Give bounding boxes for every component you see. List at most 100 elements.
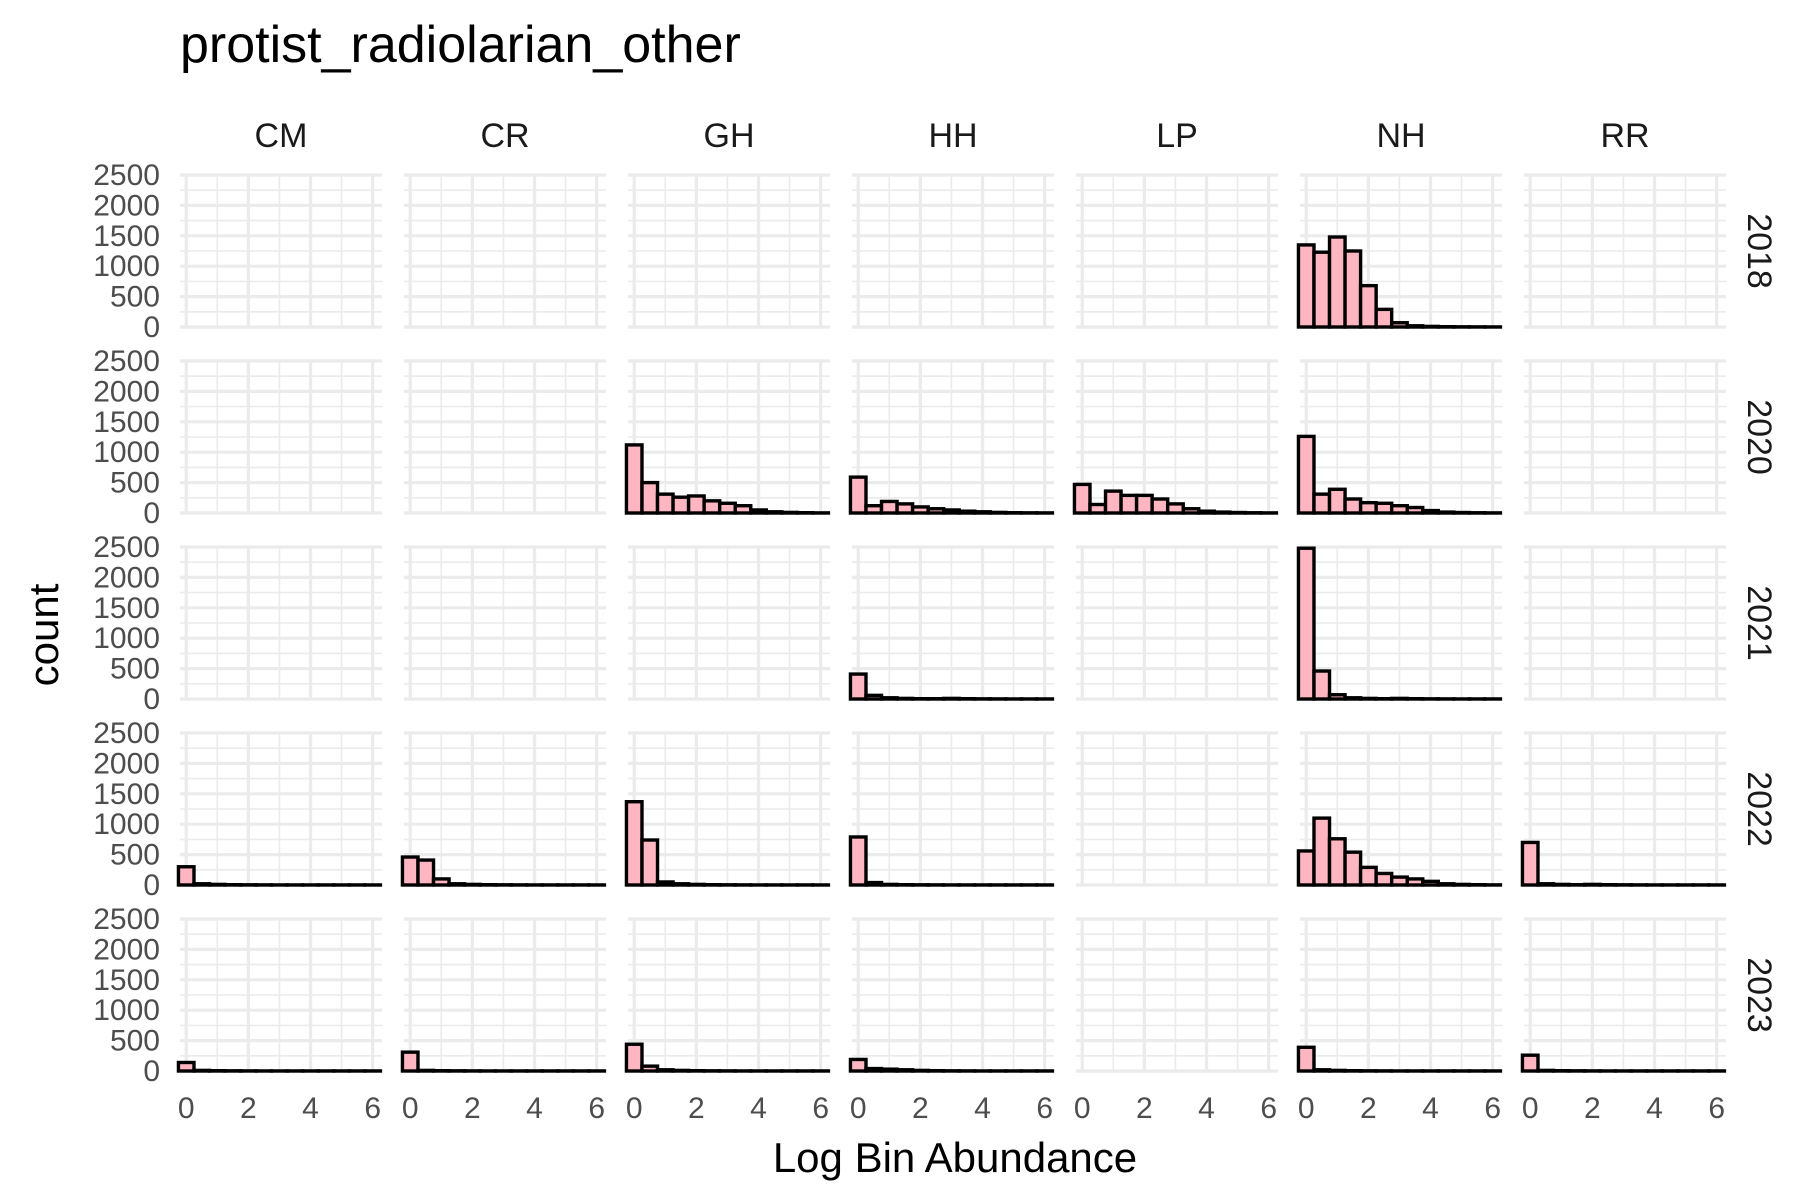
histogram-bar [176, 865, 196, 887]
histogram-bar [462, 882, 482, 887]
y-tick-label: 0 [143, 311, 160, 344]
panel-cr-2021 [404, 545, 606, 701]
histogram-bar [1389, 504, 1409, 515]
y-tick-label: 2500 [93, 345, 160, 378]
strip-label-2020: 2020 [1740, 399, 1778, 475]
histogram-bar [1374, 307, 1394, 329]
y-tick-label: 1500 [93, 406, 160, 439]
panel-lp-2023 [1076, 917, 1278, 1073]
y-tick-label: 1000 [93, 994, 160, 1027]
x-tick-label: 4 [526, 1092, 543, 1125]
histogram-bar [1358, 696, 1378, 701]
histogram-bar [879, 1067, 899, 1073]
histogram-bar [1343, 696, 1363, 701]
histogram-bar [702, 499, 722, 515]
y-tick-label: 2000 [93, 375, 160, 408]
histogram-bar [1582, 882, 1602, 887]
x-tick-label: 4 [1422, 1092, 1439, 1125]
histogram-bar [895, 696, 915, 701]
histogram-bar [655, 1068, 675, 1073]
panel-lp-2018 [1076, 173, 1278, 329]
panel-gh-2023 [624, 917, 831, 1073]
panel-gh-2021 [628, 545, 830, 701]
strip-label-cr: CR [480, 117, 529, 155]
y-tick-label: 1000 [93, 436, 160, 469]
x-tick-label: 6 [588, 1092, 605, 1125]
histogram-bar [416, 1068, 436, 1073]
y-tick-label: 2500 [93, 531, 160, 564]
strip-label-hh: HH [928, 117, 977, 155]
histogram-bar [1436, 882, 1456, 887]
y-tick-label: 500 [110, 467, 160, 500]
panel-hh-2018 [852, 173, 1054, 329]
histogram-bar [1312, 250, 1332, 329]
histogram-bar [1312, 1068, 1332, 1073]
histogram-bar [1327, 1068, 1347, 1073]
y-tick-label: 1500 [93, 592, 160, 625]
strip-label-2018: 2018 [1740, 213, 1778, 289]
histogram-bar [671, 495, 691, 515]
histogram-bar [864, 693, 884, 701]
histogram-bar [1389, 696, 1409, 701]
histogram-bar [941, 508, 961, 515]
histogram-bar [780, 510, 800, 515]
panel-rr-2022 [1520, 731, 1727, 887]
strip-label-rr: RR [1600, 117, 1649, 155]
x-tick-label: 2 [1360, 1092, 1377, 1125]
panel-cm-2023 [176, 917, 383, 1073]
panel-gh-2020 [624, 359, 831, 515]
histogram-bar [655, 492, 675, 515]
histogram-bar [686, 494, 706, 515]
panel-nh-2021 [1296, 545, 1503, 701]
histogram-bar [1296, 849, 1316, 887]
chart-title: protist_radiolarian_other [180, 16, 741, 74]
histogram-bar [1212, 510, 1232, 515]
y-axis-title: count [20, 583, 67, 686]
histogram-bar [624, 800, 644, 887]
panels [176, 173, 1727, 1073]
histogram-bar [1389, 321, 1409, 329]
x-tick-label: 6 [364, 1092, 381, 1125]
histogram-bar [1551, 882, 1571, 887]
y-tick-label: 2500 [93, 717, 160, 750]
histogram-bar [879, 696, 899, 701]
histogram-bar [192, 882, 212, 887]
y-tick-label: 2000 [93, 747, 160, 780]
histogram-bar [926, 507, 946, 515]
histogram-bar [1296, 243, 1316, 329]
histogram-bar [671, 1068, 691, 1073]
histogram-bar [416, 858, 436, 887]
panel-hh-2020 [848, 359, 1055, 515]
histogram-bar [431, 877, 451, 887]
histogram-bar [1312, 669, 1332, 701]
y-tick-label: 0 [143, 869, 160, 902]
panel-lp-2022 [1076, 731, 1278, 887]
histogram-bar [764, 510, 784, 515]
histogram-bar [1296, 434, 1316, 515]
histogram-bar [988, 510, 1008, 515]
histogram-bar [1536, 1068, 1556, 1073]
histogram-bar [1421, 879, 1440, 887]
histogram-bar [848, 835, 868, 887]
histogram-bar [1165, 502, 1185, 515]
x-tick-label: 4 [302, 1092, 319, 1125]
y-tick-label: 2500 [93, 159, 160, 192]
histogram-bar [848, 672, 868, 701]
histogram-bar [655, 880, 675, 887]
histogram-bar [749, 508, 768, 515]
histogram-bar [717, 501, 737, 515]
y-tick-label: 0 [143, 683, 160, 716]
histogram-bar [1296, 1045, 1316, 1073]
histogram-bar [1405, 324, 1425, 329]
x-tick-label: 0 [1298, 1092, 1315, 1125]
x-tick-label: 6 [1260, 1092, 1277, 1125]
strip-label-nh: NH [1376, 117, 1425, 155]
histogram-bar [1312, 816, 1332, 887]
histogram-bar [1103, 489, 1123, 515]
histogram-bar [1405, 877, 1425, 887]
x-tick-label: 2 [240, 1092, 257, 1125]
histogram-bar [910, 505, 930, 515]
x-tick-label: 4 [750, 1092, 767, 1125]
panel-cr-2023 [400, 917, 607, 1073]
